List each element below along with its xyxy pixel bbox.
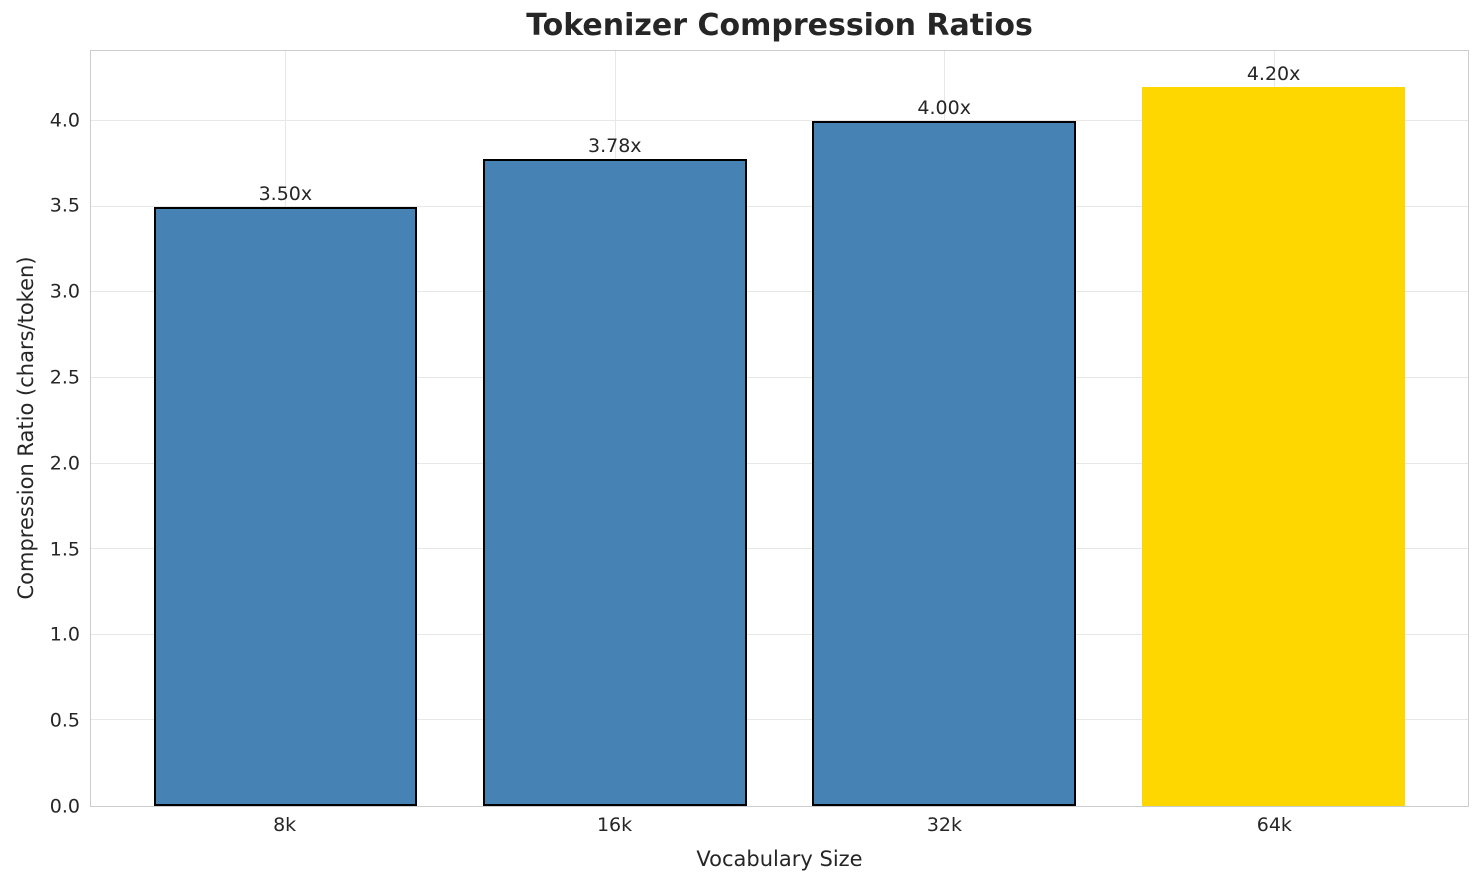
y-tick-label: 3.0 [49,280,80,303]
bar-value-label: 4.20x [1246,62,1301,85]
x-axis-ticks: 8k 16k 32k 64k [90,814,1469,840]
y-tick-label: 0.0 [49,795,80,818]
y-tick-label: 1.5 [49,538,80,561]
h-gridline [91,377,1468,378]
bar-8k [153,206,418,806]
x-tick-label: 8k [273,814,297,836]
bar-64k [1141,86,1406,806]
y-axis-ticks: 0.0 0.5 1.0 1.5 2.0 2.5 3.0 3.5 4.0 [0,50,80,817]
y-tick-label: 3.5 [49,194,80,217]
x-tick-label: 64k [1256,814,1292,836]
bar-value-label: 3.78x [588,134,642,157]
bar-value-label: 4.00x [917,97,971,120]
h-gridline [91,120,1468,122]
chart-title: Tokenizer Compression Ratios [526,8,1033,43]
y-tick-label: 1.0 [49,623,80,646]
x-tick-label: 32k [926,814,963,836]
x-tick-label: 16k [596,814,633,836]
h-gridline [91,719,1468,721]
h-gridline [91,291,1468,293]
y-tick-label: 4.0 [49,108,80,131]
bar-value-label: 3.50x [258,182,313,205]
x-axis-label: Vocabulary Size [696,847,863,871]
h-gridline [91,548,1468,550]
h-gridline [91,205,1468,207]
bar-16k [483,158,747,806]
y-tick-label: 0.5 [49,709,80,732]
y-tick-label: 2.5 [49,366,80,389]
h-gridline [91,462,1468,464]
h-gridline [91,633,1468,635]
bar-32k [812,121,1076,806]
plot-area: 3.50x 3.78x 4.00x 4.20x [90,50,1469,807]
y-tick-label: 2.0 [49,452,80,475]
